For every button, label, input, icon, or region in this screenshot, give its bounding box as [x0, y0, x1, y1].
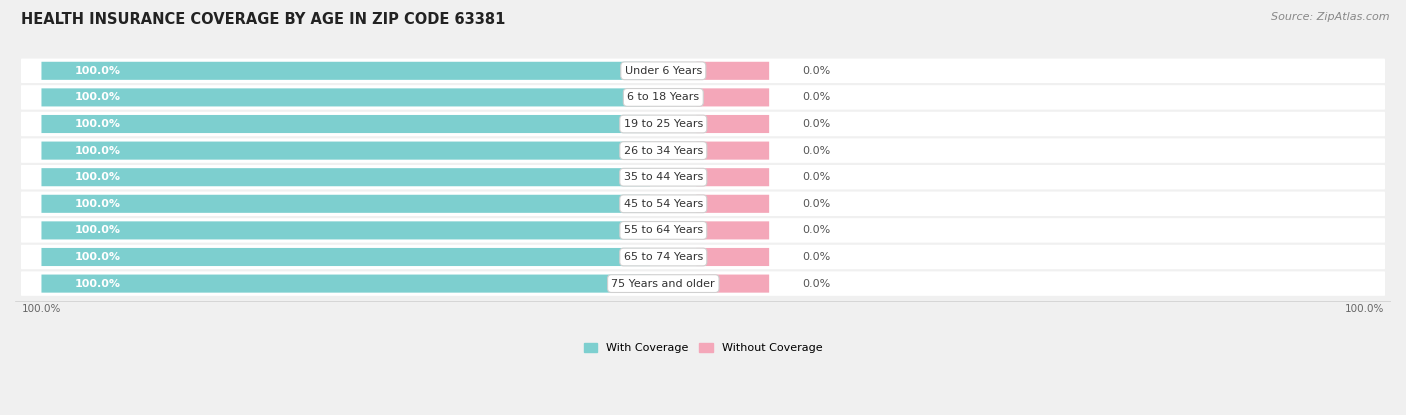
FancyBboxPatch shape: [41, 62, 650, 80]
Text: 100.0%: 100.0%: [75, 119, 121, 129]
Text: 35 to 44 Years: 35 to 44 Years: [624, 172, 703, 182]
FancyBboxPatch shape: [696, 142, 769, 160]
FancyBboxPatch shape: [21, 218, 1385, 243]
FancyBboxPatch shape: [696, 195, 769, 213]
Text: 100.0%: 100.0%: [75, 225, 121, 235]
Text: 100.0%: 100.0%: [75, 146, 121, 156]
Text: HEALTH INSURANCE COVERAGE BY AGE IN ZIP CODE 63381: HEALTH INSURANCE COVERAGE BY AGE IN ZIP …: [21, 12, 506, 27]
FancyBboxPatch shape: [696, 62, 769, 80]
FancyBboxPatch shape: [21, 245, 1385, 269]
FancyBboxPatch shape: [696, 115, 769, 133]
FancyBboxPatch shape: [21, 138, 1385, 163]
FancyBboxPatch shape: [696, 275, 769, 293]
Text: 0.0%: 0.0%: [803, 225, 831, 235]
Text: 0.0%: 0.0%: [803, 93, 831, 103]
FancyBboxPatch shape: [41, 115, 650, 133]
Text: 100.0%: 100.0%: [75, 199, 121, 209]
FancyBboxPatch shape: [41, 221, 650, 239]
Text: 26 to 34 Years: 26 to 34 Years: [624, 146, 703, 156]
FancyBboxPatch shape: [41, 142, 650, 160]
Text: 0.0%: 0.0%: [803, 252, 831, 262]
FancyBboxPatch shape: [41, 248, 650, 266]
FancyBboxPatch shape: [41, 168, 650, 186]
Text: 100.0%: 100.0%: [75, 93, 121, 103]
FancyBboxPatch shape: [21, 59, 1385, 83]
Text: 55 to 64 Years: 55 to 64 Years: [624, 225, 703, 235]
Legend: With Coverage, Without Coverage: With Coverage, Without Coverage: [579, 338, 827, 357]
FancyBboxPatch shape: [41, 195, 650, 213]
FancyBboxPatch shape: [21, 112, 1385, 136]
Text: Under 6 Years: Under 6 Years: [624, 66, 702, 76]
FancyBboxPatch shape: [696, 221, 769, 239]
FancyBboxPatch shape: [696, 168, 769, 186]
Text: 0.0%: 0.0%: [803, 278, 831, 288]
FancyBboxPatch shape: [41, 88, 650, 107]
Text: 100.0%: 100.0%: [75, 172, 121, 182]
Text: 45 to 54 Years: 45 to 54 Years: [624, 199, 703, 209]
Text: 100.0%: 100.0%: [75, 252, 121, 262]
FancyBboxPatch shape: [41, 275, 650, 293]
FancyBboxPatch shape: [21, 271, 1385, 296]
FancyBboxPatch shape: [21, 192, 1385, 216]
Text: 0.0%: 0.0%: [803, 199, 831, 209]
Text: 0.0%: 0.0%: [803, 146, 831, 156]
Text: Source: ZipAtlas.com: Source: ZipAtlas.com: [1271, 12, 1389, 22]
Text: 75 Years and older: 75 Years and older: [612, 278, 716, 288]
FancyBboxPatch shape: [21, 85, 1385, 110]
Text: 100.0%: 100.0%: [1346, 304, 1385, 314]
FancyBboxPatch shape: [696, 88, 769, 107]
Text: 0.0%: 0.0%: [803, 66, 831, 76]
Text: 19 to 25 Years: 19 to 25 Years: [624, 119, 703, 129]
Text: 65 to 74 Years: 65 to 74 Years: [624, 252, 703, 262]
Text: 100.0%: 100.0%: [75, 278, 121, 288]
Text: 100.0%: 100.0%: [21, 304, 60, 314]
Text: 0.0%: 0.0%: [803, 172, 831, 182]
Text: 0.0%: 0.0%: [803, 119, 831, 129]
Text: 100.0%: 100.0%: [75, 66, 121, 76]
Text: 6 to 18 Years: 6 to 18 Years: [627, 93, 699, 103]
FancyBboxPatch shape: [21, 165, 1385, 189]
FancyBboxPatch shape: [696, 248, 769, 266]
